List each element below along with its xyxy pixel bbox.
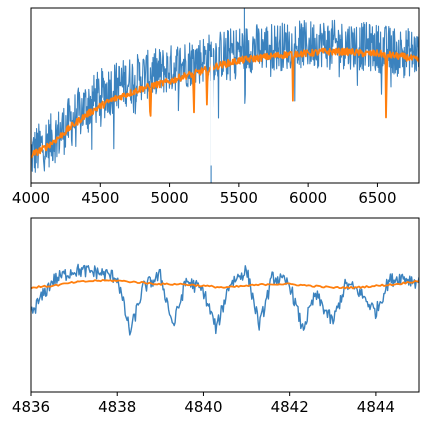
x-tick-label: 6500 [358, 189, 396, 207]
x-tick-label: 4838 [98, 398, 136, 416]
x-tick-label: 4844 [357, 398, 395, 416]
axes-frame [30, 7, 420, 184]
series-line-0 [31, 8, 419, 183]
series-line-1 [31, 47, 419, 159]
axes-frame [30, 217, 420, 393]
x-tick-label: 5000 [150, 189, 188, 207]
x-tick-label: 6000 [289, 189, 327, 207]
x-tick-label: 4500 [81, 189, 119, 207]
top-spectrum-panel: 4000 4500 5000 5500 6000 6500 [12, 7, 420, 207]
x-tick-label: 4000 [12, 189, 50, 207]
series-line-1 [31, 278, 419, 290]
x-tick-label: 4840 [184, 398, 222, 416]
series-line-0 [31, 263, 419, 336]
x-tick-label: 5500 [220, 189, 258, 207]
x-tick-label: 4836 [12, 398, 50, 416]
bottom-zoom-panel: 4836 4838 4840 4842 4844 [12, 217, 420, 416]
x-tick-label: 4842 [271, 398, 309, 416]
